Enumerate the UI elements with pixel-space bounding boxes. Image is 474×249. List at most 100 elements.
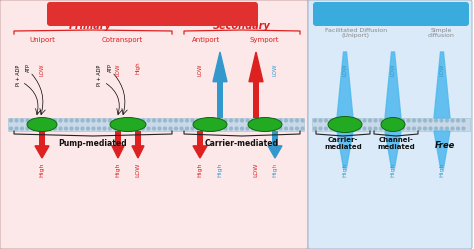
Circle shape (219, 127, 221, 130)
Circle shape (346, 119, 349, 122)
Circle shape (385, 127, 388, 130)
Circle shape (456, 119, 459, 122)
Circle shape (26, 127, 29, 130)
Circle shape (20, 127, 23, 130)
FancyBboxPatch shape (47, 2, 258, 26)
Circle shape (208, 119, 210, 122)
Text: Simple
diffusion: Simple diffusion (428, 28, 455, 38)
Circle shape (257, 119, 260, 122)
Text: High: High (254, 62, 258, 74)
Circle shape (174, 127, 177, 130)
Ellipse shape (193, 118, 227, 131)
Circle shape (87, 119, 90, 122)
Circle shape (391, 119, 393, 122)
Polygon shape (35, 146, 49, 158)
Polygon shape (337, 52, 353, 118)
Circle shape (37, 127, 40, 130)
Text: Symport: Symport (249, 37, 279, 43)
Circle shape (462, 127, 465, 130)
Circle shape (363, 119, 366, 122)
Circle shape (290, 119, 293, 122)
Circle shape (26, 119, 29, 122)
Circle shape (229, 119, 232, 122)
Circle shape (213, 127, 216, 130)
Circle shape (119, 127, 122, 130)
Circle shape (131, 119, 133, 122)
Circle shape (92, 119, 95, 122)
Circle shape (119, 119, 122, 122)
Bar (197, 131, 203, 146)
Text: High: High (198, 163, 202, 177)
Bar (312, 118, 470, 131)
FancyBboxPatch shape (308, 0, 472, 249)
Circle shape (48, 119, 51, 122)
Circle shape (197, 119, 200, 122)
Circle shape (48, 127, 51, 130)
Circle shape (451, 119, 454, 122)
Circle shape (446, 127, 448, 130)
Circle shape (186, 119, 188, 122)
Circle shape (114, 119, 117, 122)
Circle shape (191, 119, 194, 122)
Circle shape (70, 119, 73, 122)
Circle shape (357, 127, 360, 130)
Polygon shape (132, 146, 144, 158)
Text: LOW: LOW (391, 64, 395, 76)
Circle shape (440, 127, 443, 130)
Circle shape (147, 127, 150, 130)
Ellipse shape (328, 117, 362, 132)
Circle shape (424, 119, 427, 122)
Text: Free: Free (435, 140, 455, 149)
Circle shape (142, 127, 145, 130)
Circle shape (87, 127, 90, 130)
Circle shape (191, 127, 194, 130)
Circle shape (20, 119, 23, 122)
Circle shape (109, 119, 111, 122)
Text: Carrier-mediated: Carrier-mediated (205, 138, 279, 147)
Circle shape (374, 119, 377, 122)
Text: High: High (39, 163, 45, 177)
Circle shape (241, 127, 244, 130)
Circle shape (380, 119, 383, 122)
Circle shape (380, 127, 383, 130)
Circle shape (59, 127, 62, 130)
Circle shape (109, 127, 111, 130)
Text: ATP: ATP (108, 63, 112, 72)
Circle shape (9, 127, 12, 130)
Circle shape (341, 119, 344, 122)
Text: LOW: LOW (439, 64, 445, 76)
Circle shape (131, 127, 133, 130)
Ellipse shape (381, 118, 405, 131)
Circle shape (407, 127, 410, 130)
Circle shape (229, 127, 232, 130)
Circle shape (268, 127, 271, 130)
Circle shape (224, 119, 227, 122)
Circle shape (246, 127, 249, 130)
Circle shape (43, 119, 46, 122)
Circle shape (202, 119, 205, 122)
Circle shape (114, 127, 117, 130)
Circle shape (314, 127, 317, 130)
Circle shape (180, 119, 183, 122)
Circle shape (357, 119, 360, 122)
Circle shape (153, 127, 155, 130)
Ellipse shape (110, 118, 146, 131)
Circle shape (252, 119, 255, 122)
Bar (217, 82, 223, 118)
Circle shape (462, 119, 465, 122)
Circle shape (284, 119, 287, 122)
Circle shape (341, 127, 344, 130)
Circle shape (136, 119, 139, 122)
Text: Carrier-
mediated: Carrier- mediated (324, 136, 362, 149)
Text: Pi + ADP: Pi + ADP (98, 64, 102, 86)
Circle shape (158, 127, 161, 130)
Circle shape (125, 119, 128, 122)
Bar (8, 118, 304, 131)
Circle shape (435, 119, 438, 122)
Circle shape (15, 119, 18, 122)
Text: LOW: LOW (343, 64, 347, 76)
Circle shape (401, 119, 404, 122)
Ellipse shape (248, 118, 282, 131)
Circle shape (32, 119, 35, 122)
Circle shape (103, 127, 106, 130)
